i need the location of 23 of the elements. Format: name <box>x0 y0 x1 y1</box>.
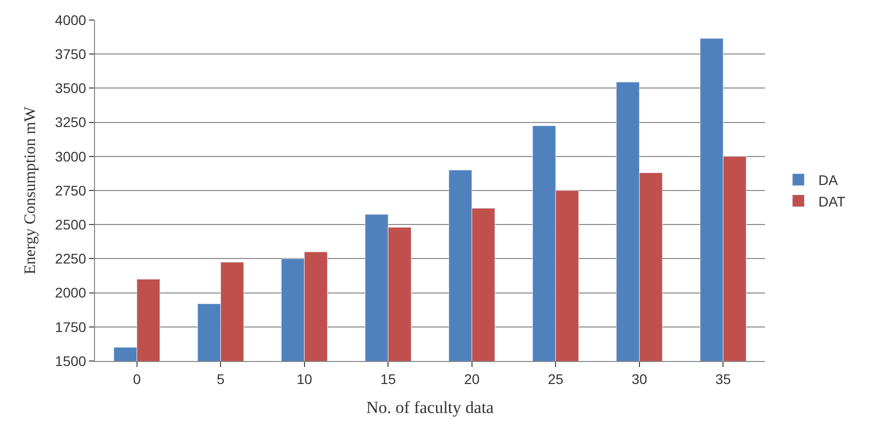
legend-label: DAT <box>818 193 846 210</box>
x-tick-label: 25 <box>548 370 564 387</box>
y-tick-label: 3500 <box>55 80 86 96</box>
y-tick-label: 1500 <box>55 352 86 369</box>
x-tick-label: 30 <box>632 370 648 387</box>
y-axis-title: Energy Consumption mW <box>22 106 39 274</box>
legend-label: DA <box>818 172 839 188</box>
x-tick-label: 10 <box>296 370 312 387</box>
y-tick-label: 3250 <box>55 114 86 130</box>
y-tick-label: 1750 <box>55 318 86 335</box>
y-tick-label: 2250 <box>55 250 86 267</box>
x-tick-label: 5 <box>216 370 225 387</box>
y-tick-label: 2750 <box>55 182 86 198</box>
x-tick-label: 15 <box>380 370 396 387</box>
x-axis-title: No. of faculty data <box>366 398 494 418</box>
x-tick-label: 20 <box>464 370 480 387</box>
x-tick-label: 35 <box>715 370 732 387</box>
y-tick-label: 3750 <box>55 46 86 62</box>
x-tick-label: 0 <box>132 370 141 387</box>
y-tick-label: 3000 <box>55 148 86 164</box>
y-tick-label: 2000 <box>55 284 86 301</box>
y-tick-label: 2500 <box>55 216 86 232</box>
y-tick-label: 4000 <box>55 12 86 28</box>
